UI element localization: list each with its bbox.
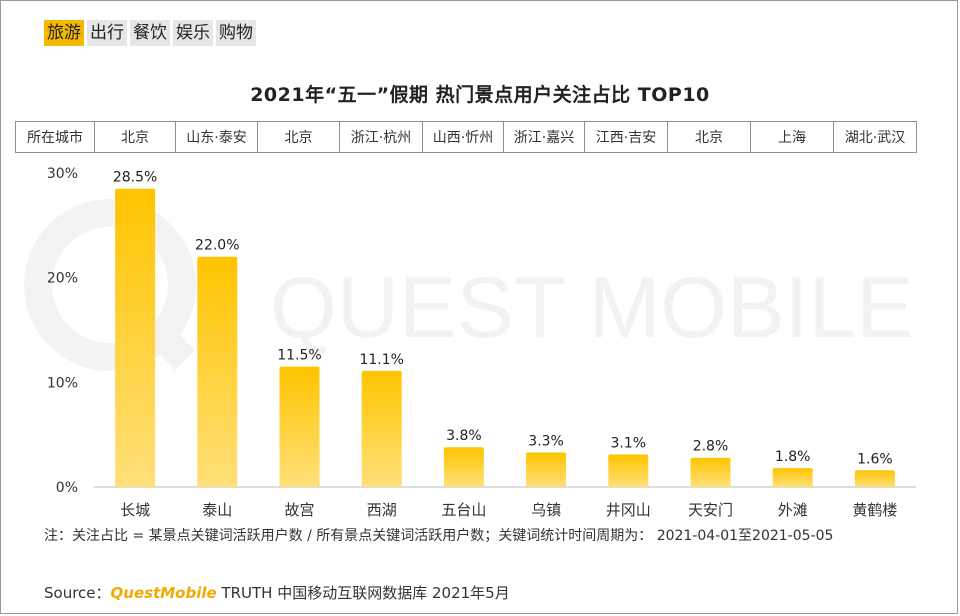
bar-value-label: 3.1% <box>611 436 647 452</box>
tab-transport[interactable]: 出行 <box>87 20 127 46</box>
city-header: 所在城市 <box>15 121 95 153</box>
x-tick-label: 天安门 <box>688 501 733 519</box>
x-tick-label: 故宫 <box>284 501 314 519</box>
bar <box>361 370 402 487</box>
watermark-text: QUEST MOBILE <box>270 260 914 356</box>
bar-value-label: 28.5% <box>113 170 157 186</box>
city-cell: 湖北·武汉 <box>833 121 917 153</box>
city-cell: 北京 <box>257 121 340 153</box>
city-cell: 浙江·杭州 <box>339 121 423 153</box>
y-tick-label: 10% <box>47 375 78 391</box>
chart-title: 2021年“五一”假期 热门景点用户关注占比 TOP10 <box>250 84 710 106</box>
x-tick-label: 井冈山 <box>606 501 651 519</box>
x-tick-label: 外滩 <box>778 501 808 519</box>
bar-value-label: 11.1% <box>359 352 403 368</box>
city-cell: 上海 <box>750 121 834 153</box>
bar <box>197 256 238 487</box>
bar <box>772 468 813 487</box>
city-table: 所在城市 北京 山东·泰安 北京 浙江·杭州 山西·忻州 浙江·嘉兴 江西·吉安… <box>15 121 917 153</box>
bars-group: 28.5% 长城 22.0% 泰山 11.5% 故宫 11.1% 西湖 3.8% 五台山 3.3% 乌… <box>113 170 898 519</box>
x-tick-label: 五台山 <box>441 501 486 519</box>
bar <box>526 452 567 487</box>
bar <box>854 470 895 487</box>
bar-chart: QUEST MOBILE 0% 10% 20% 30% 28.5% 长城 22.0% 泰山 1… <box>24 166 916 519</box>
tab-shopping[interactable]: 购物 <box>216 20 256 46</box>
x-tick-label: 长城 <box>120 501 150 519</box>
tab-travel[interactable]: 旅游 <box>44 20 84 46</box>
bar <box>443 447 484 487</box>
bar-value-label: 3.3% <box>528 433 564 449</box>
source-line: Source：QuestMobile TRUTH 中国移动互联网数据库 2021… <box>44 582 510 603</box>
bar <box>608 454 649 487</box>
x-tick-label: 黄鹤楼 <box>852 501 897 519</box>
city-cell: 北京 <box>94 121 176 153</box>
tab-dining[interactable]: 餐饮 <box>130 20 170 46</box>
bar-value-label: 22.0% <box>195 238 239 254</box>
y-tick-label: 20% <box>47 271 78 287</box>
source-brand: QuestMobile <box>110 584 217 602</box>
bar-value-label: 1.8% <box>775 449 811 465</box>
y-axis: 0% 10% 20% 30% <box>47 166 78 496</box>
bar <box>279 366 320 487</box>
city-cell: 江西·吉安 <box>584 121 668 153</box>
bar <box>690 457 731 487</box>
watermark: QUEST MOBILE <box>24 199 914 371</box>
footnote: 注：关注占比 = 某景点关键词活跃用户数 / 所有景点关键词活跃用户数；关键词统… <box>44 528 834 544</box>
y-tick-label: 30% <box>47 166 78 182</box>
bar-value-label: 2.8% <box>693 439 729 455</box>
y-tick-label: 0% <box>56 480 78 496</box>
city-cell: 山东·泰安 <box>175 121 258 153</box>
source-prefix: Source： <box>44 584 111 602</box>
x-tick-label: 乌镇 <box>531 501 561 519</box>
bar-value-label: 1.6% <box>857 451 893 467</box>
source-suffix: TRUTH 中国移动互联网数据库 2021年5月 <box>216 584 510 602</box>
x-tick-label: 泰山 <box>202 501 232 519</box>
tab-entertainment[interactable]: 娱乐 <box>173 20 213 46</box>
bar-value-label: 3.8% <box>446 428 482 444</box>
bar-value-label: 11.5% <box>277 348 321 364</box>
city-cell: 山西·忻州 <box>422 121 504 153</box>
city-cell: 浙江·嘉兴 <box>503 121 585 153</box>
x-tick-label: 西湖 <box>367 501 397 519</box>
city-cell: 北京 <box>667 121 751 153</box>
bar <box>115 188 156 487</box>
category-tabs: 旅游 出行 餐饮 娱乐 购物 <box>44 20 256 46</box>
